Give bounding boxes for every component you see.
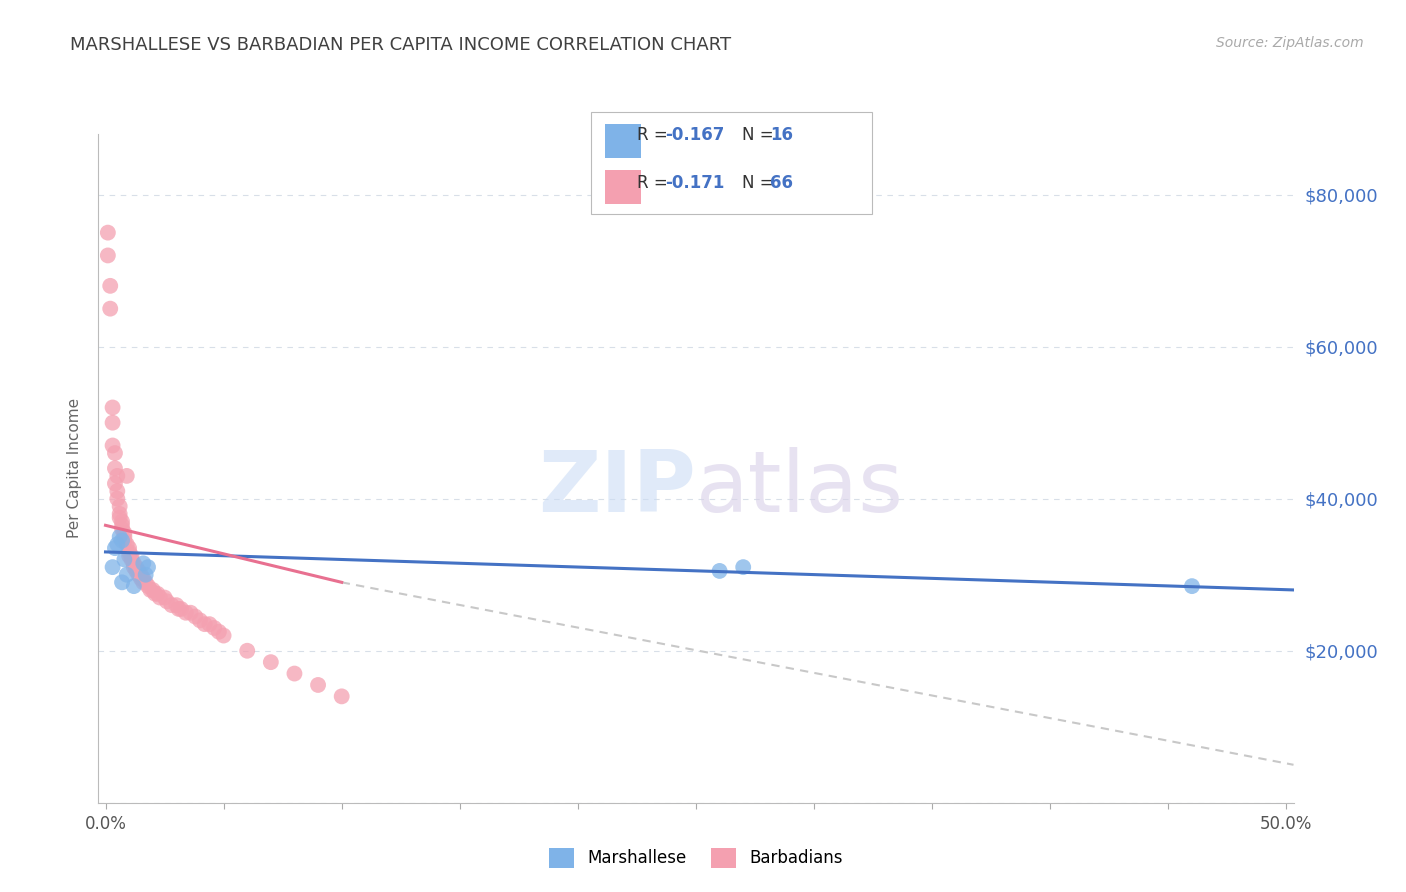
Point <box>105 491 128 506</box>
Point <box>132 575 155 590</box>
Point <box>165 598 187 612</box>
Point <box>188 613 211 627</box>
Point <box>125 560 148 574</box>
Point <box>111 515 134 529</box>
Point <box>112 530 135 544</box>
Point <box>111 575 134 590</box>
Point <box>260 655 283 669</box>
Point <box>167 602 190 616</box>
Point <box>170 602 193 616</box>
Point <box>108 530 131 544</box>
Point <box>307 678 329 692</box>
Point <box>129 567 152 582</box>
Point <box>101 401 124 415</box>
Point <box>108 500 131 514</box>
Text: ZIP: ZIP <box>538 447 696 530</box>
Point <box>104 461 127 475</box>
Point <box>112 525 135 540</box>
Point <box>118 545 141 559</box>
Text: 16: 16 <box>770 126 793 145</box>
Point <box>125 564 148 578</box>
Point <box>108 507 131 521</box>
Point <box>236 644 259 658</box>
Point <box>174 606 197 620</box>
Point <box>111 522 134 536</box>
Point <box>208 624 231 639</box>
Point <box>118 549 141 563</box>
Point <box>104 541 127 555</box>
Point <box>111 533 134 548</box>
Legend: Marshallese, Barbadians: Marshallese, Barbadians <box>543 841 849 875</box>
Point <box>97 226 120 240</box>
Point <box>129 572 152 586</box>
Point <box>1181 579 1204 593</box>
Point <box>101 560 124 574</box>
Point <box>108 510 131 524</box>
Point <box>283 666 305 681</box>
Text: Source: ZipAtlas.com: Source: ZipAtlas.com <box>1216 36 1364 50</box>
Text: R =: R = <box>637 174 673 193</box>
Point <box>132 557 155 571</box>
Point <box>98 301 121 316</box>
Point <box>101 438 124 452</box>
Point <box>104 476 127 491</box>
Point <box>121 549 143 563</box>
Point <box>105 537 128 551</box>
Text: N =: N = <box>742 174 779 193</box>
Point <box>128 564 150 578</box>
Point <box>149 591 172 605</box>
Point <box>136 579 159 593</box>
Text: -0.167: -0.167 <box>665 126 724 145</box>
Point <box>135 567 157 582</box>
Point <box>198 617 221 632</box>
Point <box>105 484 128 499</box>
Point <box>122 560 145 574</box>
Point <box>122 579 145 593</box>
Point <box>118 541 141 555</box>
Point <box>194 617 217 632</box>
Point <box>184 609 207 624</box>
Text: R =: R = <box>637 126 673 145</box>
Point <box>160 598 183 612</box>
Text: -0.171: -0.171 <box>665 174 724 193</box>
Point <box>105 469 128 483</box>
Point <box>136 560 159 574</box>
Point <box>98 278 121 293</box>
Point <box>142 582 165 597</box>
Text: 66: 66 <box>770 174 793 193</box>
Point <box>104 446 127 460</box>
Point <box>146 587 169 601</box>
Point <box>153 591 176 605</box>
Point <box>143 587 166 601</box>
Point <box>115 469 138 483</box>
Point <box>115 567 138 582</box>
Point <box>139 582 162 597</box>
Point <box>112 533 135 548</box>
Point <box>202 621 225 635</box>
Point <box>733 560 755 574</box>
Point <box>122 557 145 571</box>
Point <box>112 552 135 566</box>
Point <box>101 416 124 430</box>
Point <box>128 567 150 582</box>
Text: N =: N = <box>742 126 779 145</box>
Point <box>156 594 179 608</box>
Y-axis label: Per Capita Income: Per Capita Income <box>67 398 83 539</box>
Point <box>135 575 157 590</box>
Point <box>132 572 155 586</box>
Point <box>111 518 134 533</box>
Point <box>330 690 353 704</box>
Point <box>709 564 731 578</box>
Point <box>115 537 138 551</box>
Text: MARSHALLESE VS BARBADIAN PER CAPITA INCOME CORRELATION CHART: MARSHALLESE VS BARBADIAN PER CAPITA INCO… <box>70 36 731 54</box>
Point <box>212 628 235 642</box>
Text: atlas: atlas <box>696 447 904 530</box>
Point <box>97 248 120 262</box>
Point <box>121 552 143 566</box>
Point <box>180 606 202 620</box>
